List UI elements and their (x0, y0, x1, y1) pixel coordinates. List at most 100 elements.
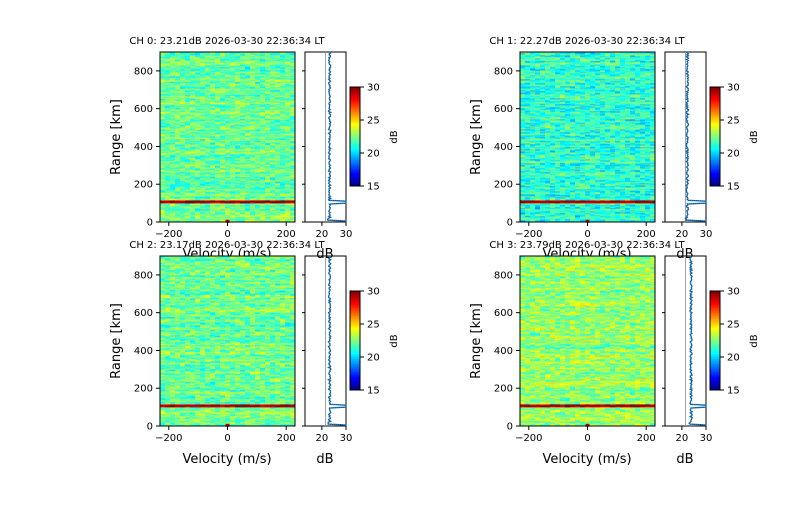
heatmap-cell (165, 152, 171, 154)
heatmap-cell (200, 194, 206, 196)
heatmap-cell (200, 193, 206, 195)
heatmap-cell (165, 191, 171, 193)
heatmap-cell (285, 186, 291, 188)
heatmap-cell (170, 192, 176, 194)
heatmap-cell (205, 207, 211, 209)
heatmap-cell (215, 178, 221, 180)
heatmap-cell (225, 155, 231, 157)
heatmap-cell (290, 194, 296, 196)
heatmap-cell (285, 151, 291, 153)
heatmap-cell (245, 174, 251, 176)
heatmap-cell (170, 181, 176, 183)
heatmap-cell (255, 192, 261, 194)
heatmap-cell (200, 211, 206, 213)
heatmap-cell (170, 179, 176, 181)
heatmap-cell (195, 184, 201, 186)
heatmap-cell (220, 197, 226, 199)
heatmap-cell (275, 183, 281, 185)
heatmap-cell (245, 203, 251, 205)
heatmap-cell (260, 189, 266, 191)
heatmap-cell (165, 209, 171, 211)
heatmap-cell (195, 149, 201, 151)
heatmap-cell (280, 217, 286, 219)
heatmap-cell (285, 191, 291, 193)
heatmap-cell (185, 178, 191, 180)
heatmap-cell (280, 181, 286, 183)
heatmap-cell (220, 149, 226, 151)
heatmap-cell (285, 185, 291, 187)
heatmap-cell (235, 152, 241, 154)
heatmap-cell (165, 158, 171, 160)
heatmap-cell (275, 166, 281, 168)
heatmap-cell (265, 174, 271, 176)
heatmap-cell (240, 171, 246, 173)
heatmap-cell (250, 177, 256, 179)
heatmap-cell (225, 154, 231, 156)
heatmap-cell (280, 163, 286, 165)
heatmap-cell (270, 162, 276, 164)
heatmap-cell (165, 186, 171, 188)
heatmap-cell (245, 183, 251, 185)
heatmap-cell (160, 155, 166, 157)
heatmap-cell (230, 167, 236, 169)
heatmap-cell (265, 161, 271, 163)
heatmap-cell (160, 219, 166, 221)
heatmap-cell (190, 209, 196, 211)
heatmap-cell (175, 186, 181, 188)
heatmap-cell (230, 176, 236, 178)
heatmap-cell (230, 172, 236, 174)
heatmap-cell (290, 161, 296, 163)
heatmap-cell (250, 187, 256, 189)
heatmap-cell (180, 151, 186, 153)
heatmap-cell (195, 201, 201, 203)
heatmap-cell (280, 173, 286, 175)
heatmap-cell (220, 196, 226, 198)
heatmap-cell (195, 218, 201, 220)
heatmap-cell (225, 164, 231, 166)
heatmap-cell (205, 159, 211, 161)
heatmap-cell (260, 182, 266, 184)
heatmap-cell (280, 156, 286, 158)
heatmap-cell (200, 152, 206, 154)
heatmap-cell (280, 215, 286, 217)
heatmap-cell (270, 214, 276, 216)
heatmap-cell (265, 170, 271, 172)
heatmap-cell (160, 162, 166, 164)
heatmap-cell (210, 215, 216, 217)
heatmap-cell (245, 209, 251, 211)
heatmap-cell (245, 155, 251, 157)
heatmap-cell (230, 193, 236, 195)
heatmap-cell (235, 207, 241, 209)
heatmap-cell (245, 189, 251, 191)
heatmap-cell (180, 191, 186, 193)
heatmap-cell (230, 171, 236, 173)
heatmap-cell (270, 190, 276, 192)
heatmap-cell (270, 173, 276, 175)
heatmap-cell (180, 145, 186, 147)
heatmap-cell (265, 153, 271, 155)
heatmap-cell (170, 188, 176, 190)
heatmap-cell (285, 179, 291, 181)
heatmap-cell (285, 156, 291, 158)
heatmap-cell (245, 195, 251, 197)
colorbar-label: dB (389, 130, 400, 143)
heatmap-cell (175, 146, 181, 148)
heatmap-cell (220, 158, 226, 160)
heatmap-cell (250, 214, 256, 216)
heatmap-cell (290, 147, 296, 149)
heatmap-cell (285, 153, 291, 155)
heatmap-cell (285, 215, 291, 217)
heatmap-cell (200, 182, 206, 184)
heatmap-cell (200, 188, 206, 190)
heatmap-cell (290, 159, 296, 161)
heatmap-cell (240, 147, 246, 149)
heatmap-cell (190, 147, 196, 149)
heatmap-cell (245, 179, 251, 181)
heatmap-cell (200, 203, 206, 205)
heatmap-cell (280, 206, 286, 208)
heatmap-cell (275, 211, 281, 213)
heatmap-cell (230, 190, 236, 192)
heatmap-cell (210, 152, 216, 154)
heatmap-cell (255, 211, 261, 213)
heatmap-cell (205, 157, 211, 159)
